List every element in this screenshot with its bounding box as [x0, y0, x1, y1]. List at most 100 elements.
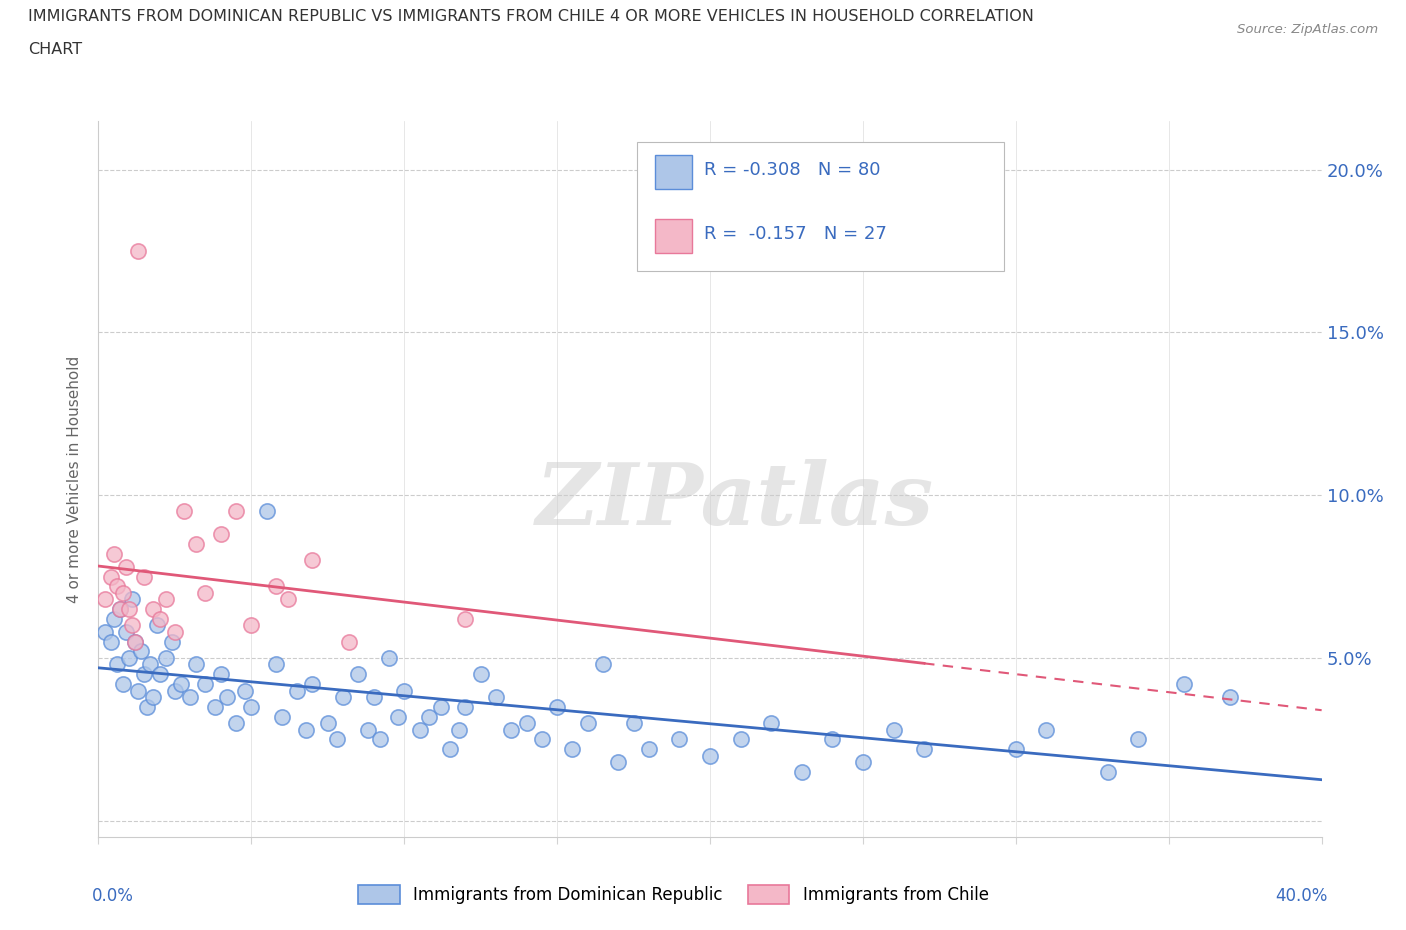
Point	[215, 690, 238, 705]
Point	[155, 651, 177, 666]
Point	[356, 722, 378, 737]
Point	[516, 716, 538, 731]
Point	[115, 625, 138, 640]
Point	[136, 699, 159, 714]
Point	[277, 591, 299, 606]
Point	[209, 667, 232, 682]
Point	[256, 504, 278, 519]
Y-axis label: 4 or more Vehicles in Household: 4 or more Vehicles in Household	[67, 355, 83, 603]
Point	[561, 742, 583, 757]
Point	[121, 618, 143, 633]
Text: CHART: CHART	[28, 42, 82, 57]
Point	[530, 732, 553, 747]
Point	[285, 683, 308, 698]
Point	[439, 742, 461, 757]
Point	[240, 618, 263, 633]
Text: R =  -0.157   N = 27: R = -0.157 N = 27	[704, 225, 887, 243]
Point	[111, 586, 134, 601]
Point	[93, 625, 115, 640]
Point	[301, 677, 323, 692]
Point	[100, 569, 122, 584]
Point	[129, 644, 152, 658]
Point	[454, 699, 477, 714]
Point	[179, 690, 201, 705]
Point	[301, 552, 323, 567]
Point	[623, 716, 645, 731]
Point	[233, 683, 256, 698]
Point	[163, 683, 186, 698]
Text: ZIPatlas: ZIPatlas	[536, 458, 934, 542]
Point	[163, 625, 186, 640]
FancyBboxPatch shape	[637, 142, 1004, 272]
Point	[668, 732, 690, 747]
Point	[124, 634, 146, 649]
Point	[100, 634, 122, 649]
Point	[408, 722, 430, 737]
Point	[240, 699, 263, 714]
Point	[546, 699, 568, 714]
Point	[204, 699, 226, 714]
Point	[392, 683, 416, 698]
Point	[111, 677, 134, 692]
Point	[852, 755, 875, 770]
Point	[912, 742, 935, 757]
Point	[378, 651, 401, 666]
Point	[121, 591, 143, 606]
Point	[730, 732, 752, 747]
Point	[821, 732, 844, 747]
Point	[337, 634, 360, 649]
Text: 0.0%: 0.0%	[93, 887, 134, 905]
Point	[124, 634, 146, 649]
Point	[1097, 764, 1119, 779]
Point	[139, 657, 162, 671]
Point	[142, 690, 165, 705]
Point	[115, 559, 138, 574]
Point	[108, 602, 131, 617]
Point	[387, 709, 409, 724]
Point	[134, 569, 156, 584]
Legend: Immigrants from Dominican Republic, Immigrants from Chile: Immigrants from Dominican Republic, Immi…	[352, 879, 995, 911]
Point	[1128, 732, 1150, 747]
Point	[127, 683, 149, 698]
Text: IMMIGRANTS FROM DOMINICAN REPUBLIC VS IMMIGRANTS FROM CHILE 4 OR MORE VEHICLES I: IMMIGRANTS FROM DOMINICAN REPUBLIC VS IM…	[28, 9, 1033, 24]
Point	[194, 677, 217, 692]
Point	[883, 722, 905, 737]
Point	[1004, 742, 1026, 757]
Point	[105, 578, 128, 594]
Point	[501, 722, 523, 737]
Point	[637, 742, 661, 757]
Point	[103, 612, 125, 627]
Bar	[655, 154, 692, 189]
Point	[418, 709, 440, 724]
Point	[108, 602, 131, 617]
Point	[326, 732, 349, 747]
Point	[485, 690, 508, 705]
Text: 40.0%: 40.0%	[1275, 887, 1327, 905]
Point	[225, 504, 247, 519]
Point	[186, 537, 208, 551]
Point	[576, 716, 599, 731]
Point	[592, 657, 614, 671]
Point	[264, 578, 287, 594]
Point	[430, 699, 453, 714]
Text: Source: ZipAtlas.com: Source: ZipAtlas.com	[1237, 23, 1378, 36]
Text: R = -0.308   N = 80: R = -0.308 N = 80	[704, 161, 880, 179]
Point	[118, 602, 141, 617]
Point	[699, 748, 721, 763]
Point	[295, 722, 318, 737]
Point	[149, 667, 172, 682]
Point	[155, 591, 177, 606]
Point	[368, 732, 391, 747]
Point	[264, 657, 287, 671]
Point	[449, 722, 471, 737]
Point	[1173, 677, 1195, 692]
Point	[105, 657, 128, 671]
Point	[145, 618, 167, 633]
Point	[118, 651, 141, 666]
Point	[316, 716, 339, 731]
Point	[149, 612, 172, 627]
Point	[170, 677, 193, 692]
Point	[607, 755, 630, 770]
Point	[134, 667, 156, 682]
Point	[759, 716, 782, 731]
